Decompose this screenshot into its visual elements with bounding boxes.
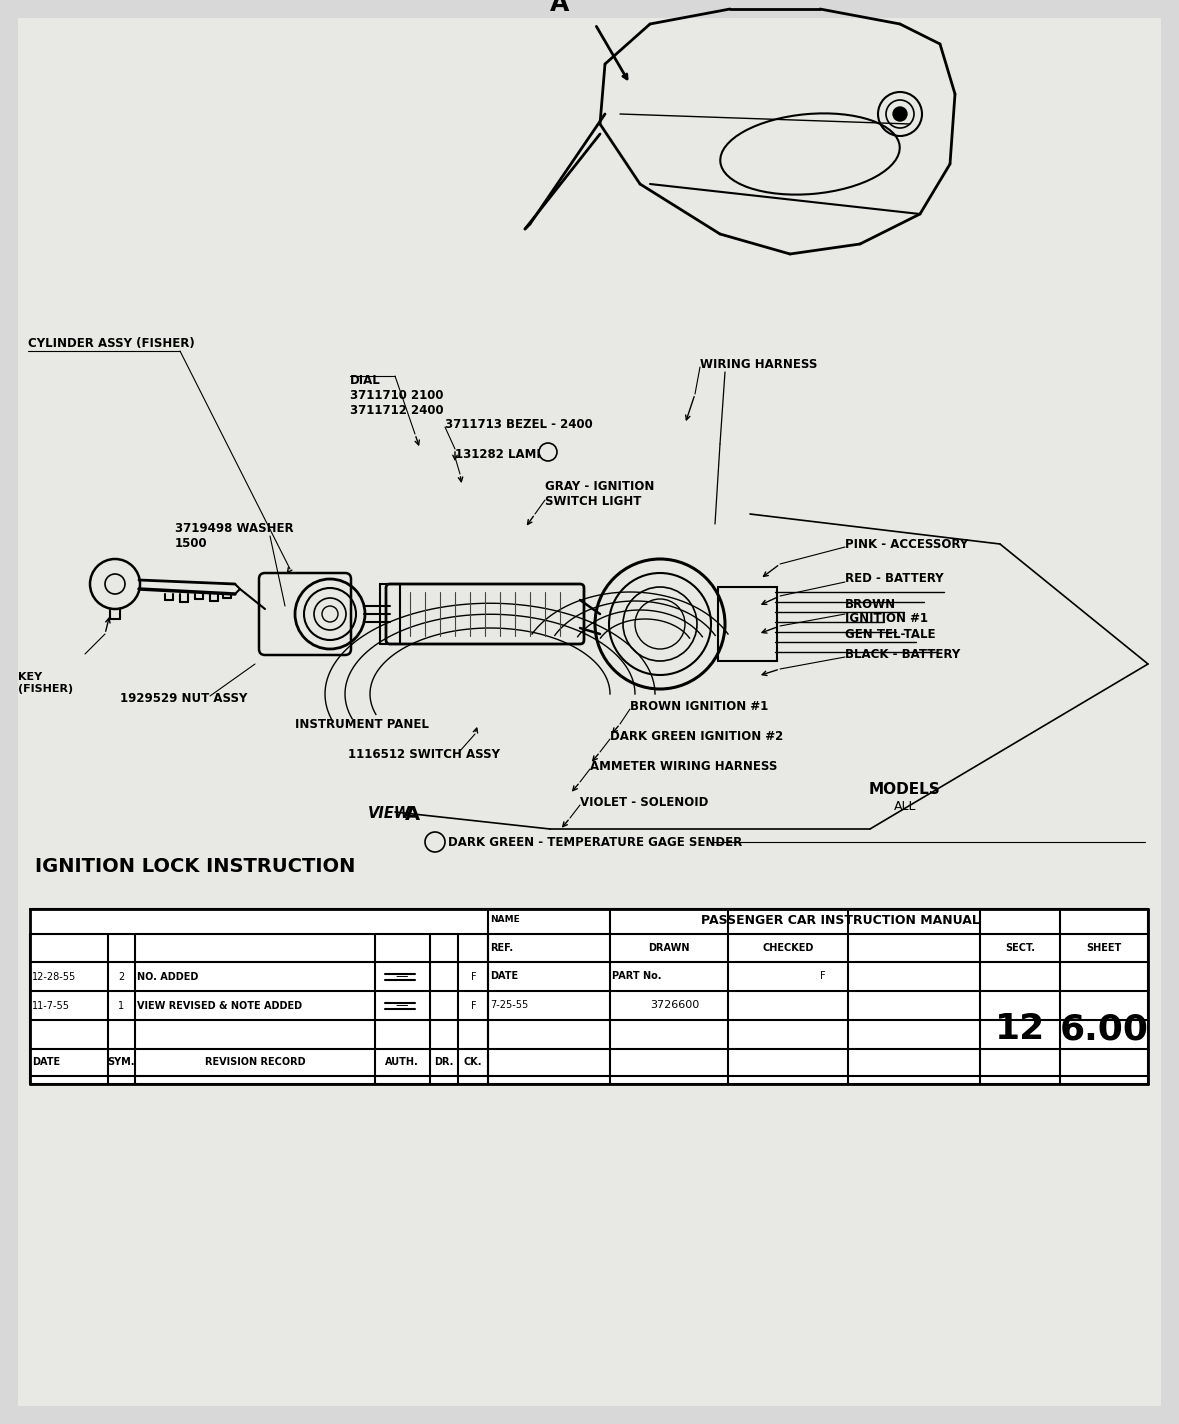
Text: 1: 1 bbox=[432, 837, 439, 847]
Circle shape bbox=[893, 107, 907, 121]
Text: AUTH.: AUTH. bbox=[386, 1057, 419, 1067]
Text: SECT.: SECT. bbox=[1005, 943, 1035, 953]
Text: GRAY - IGNITION
SWITCH LIGHT: GRAY - IGNITION SWITCH LIGHT bbox=[545, 480, 654, 508]
Text: REF.: REF. bbox=[490, 943, 513, 953]
Text: WIRING HARNESS: WIRING HARNESS bbox=[700, 357, 817, 370]
Text: CHECKED: CHECKED bbox=[763, 943, 814, 953]
Text: DATE: DATE bbox=[32, 1057, 60, 1067]
Text: RED - BATTERY: RED - BATTERY bbox=[845, 572, 943, 585]
Text: PINK - ACCESSORY: PINK - ACCESSORY bbox=[845, 537, 968, 551]
Text: DRAWN: DRAWN bbox=[648, 943, 690, 953]
Text: A: A bbox=[406, 805, 420, 823]
Text: 12: 12 bbox=[995, 1012, 1045, 1047]
Text: MODELS: MODELS bbox=[869, 782, 941, 796]
Text: VIEW REVISED & NOTE ADDED: VIEW REVISED & NOTE ADDED bbox=[137, 1001, 302, 1011]
Text: DR.: DR. bbox=[434, 1057, 454, 1067]
Circle shape bbox=[539, 443, 556, 461]
FancyBboxPatch shape bbox=[18, 19, 1161, 1405]
Text: PART No.: PART No. bbox=[612, 971, 661, 981]
Text: 2: 2 bbox=[545, 447, 552, 457]
Text: NO. ADDED: NO. ADDED bbox=[137, 973, 198, 983]
FancyBboxPatch shape bbox=[29, 909, 1148, 1084]
Text: DATE: DATE bbox=[490, 971, 518, 981]
Text: F: F bbox=[472, 973, 476, 983]
Text: NAME: NAME bbox=[490, 914, 520, 924]
Text: 6.00: 6.00 bbox=[1060, 1012, 1148, 1047]
Text: DARK GREEN - TEMPERATURE GAGE SENDER: DARK GREEN - TEMPERATURE GAGE SENDER bbox=[448, 836, 743, 849]
Text: 3719498 WASHER
1500: 3719498 WASHER 1500 bbox=[174, 523, 294, 550]
Text: BROWN IGNITION #1: BROWN IGNITION #1 bbox=[630, 699, 769, 712]
Text: F: F bbox=[821, 971, 825, 981]
Text: AMMETER WIRING HARNESS: AMMETER WIRING HARNESS bbox=[590, 759, 777, 772]
Text: 12-28-55: 12-28-55 bbox=[32, 973, 77, 983]
Text: VIEW: VIEW bbox=[368, 806, 411, 822]
Text: KEY
(FISHER): KEY (FISHER) bbox=[18, 672, 73, 693]
Text: CYLINDER ASSY (FISHER): CYLINDER ASSY (FISHER) bbox=[28, 337, 195, 350]
Text: 1: 1 bbox=[118, 1001, 124, 1011]
Text: INSTRUMENT PANEL: INSTRUMENT PANEL bbox=[295, 718, 429, 731]
Text: PASSENGER CAR INSTRUCTION MANUAL: PASSENGER CAR INSTRUCTION MANUAL bbox=[700, 914, 980, 927]
Text: 11-7-55: 11-7-55 bbox=[32, 1001, 70, 1011]
Text: REVISION RECORD: REVISION RECORD bbox=[205, 1057, 305, 1067]
Text: BROWN
IGNITION #1
GEN TEL-TALE: BROWN IGNITION #1 GEN TEL-TALE bbox=[845, 598, 935, 641]
Text: DARK GREEN IGNITION #2: DARK GREEN IGNITION #2 bbox=[610, 729, 783, 742]
Text: CK.: CK. bbox=[463, 1057, 482, 1067]
Text: SHEET: SHEET bbox=[1086, 943, 1121, 953]
Text: F: F bbox=[472, 1001, 476, 1011]
Text: 7-25-55: 7-25-55 bbox=[490, 1000, 528, 1010]
Text: —: — bbox=[396, 1000, 408, 1012]
Text: A: A bbox=[551, 0, 569, 16]
Text: BLACK - BATTERY: BLACK - BATTERY bbox=[845, 648, 960, 661]
Circle shape bbox=[424, 832, 444, 852]
Text: 131282 LAMP: 131282 LAMP bbox=[455, 447, 545, 460]
Text: 1116512 SWITCH ASSY: 1116512 SWITCH ASSY bbox=[348, 748, 500, 760]
Text: —: — bbox=[396, 971, 408, 984]
Text: VIOLET - SOLENOID: VIOLET - SOLENOID bbox=[580, 796, 709, 809]
Text: IGNITION LOCK INSTRUCTION: IGNITION LOCK INSTRUCTION bbox=[35, 856, 355, 876]
Text: DIAL
3711710 2100
3711712 2400: DIAL 3711710 2100 3711712 2400 bbox=[350, 375, 443, 417]
Text: 3711713 BEZEL - 2400: 3711713 BEZEL - 2400 bbox=[444, 417, 593, 430]
Text: ALL: ALL bbox=[894, 799, 916, 813]
Text: 2: 2 bbox=[118, 973, 124, 983]
Text: 3726600: 3726600 bbox=[650, 1000, 699, 1010]
Text: SYM.: SYM. bbox=[107, 1057, 134, 1067]
Text: 1929529 NUT ASSY: 1929529 NUT ASSY bbox=[120, 692, 248, 705]
